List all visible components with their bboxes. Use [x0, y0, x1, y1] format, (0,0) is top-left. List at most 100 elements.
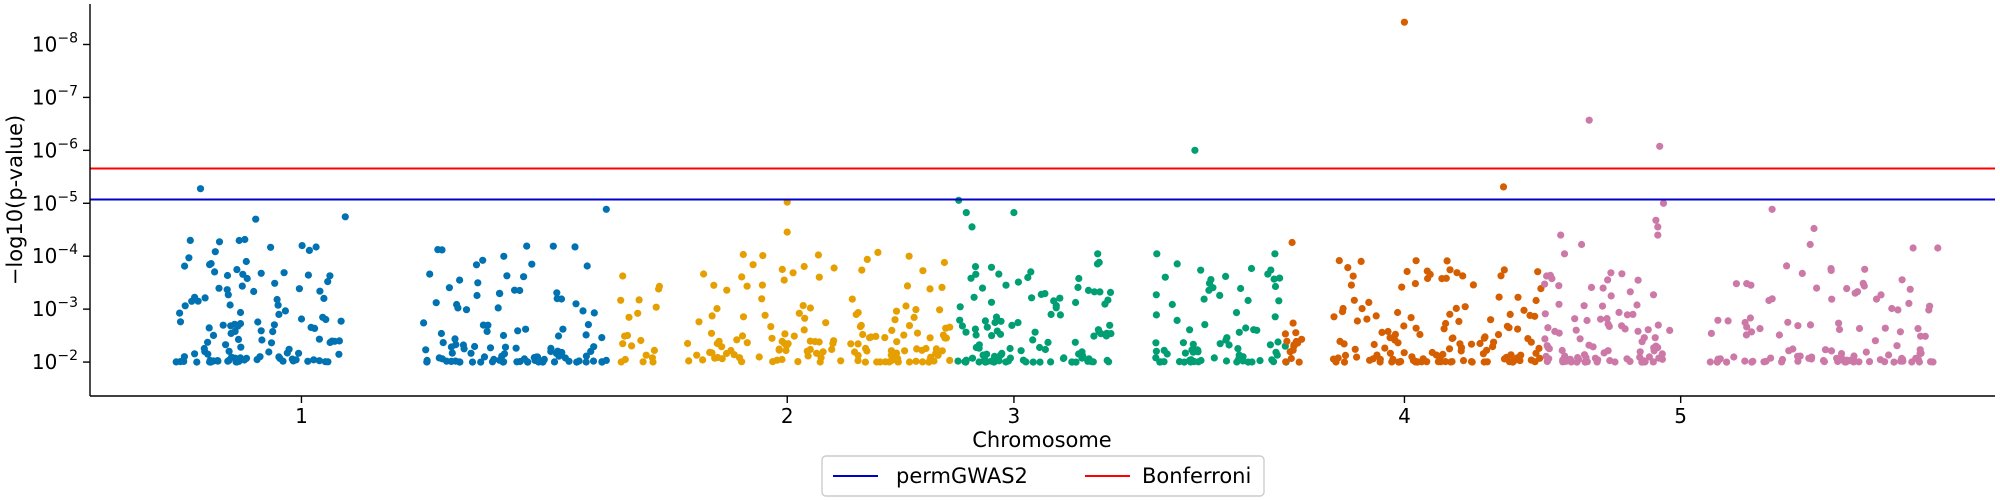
data-point — [1583, 316, 1591, 325]
legend-label-permgwas2: permGWAS2 — [896, 464, 1028, 488]
data-point — [1476, 339, 1484, 348]
data-point — [1266, 341, 1274, 349]
data-point — [1855, 324, 1864, 333]
data-point — [1244, 296, 1252, 305]
x-tick-label: 4 — [1398, 404, 1411, 428]
data-point — [204, 338, 212, 346]
data-point — [305, 246, 313, 254]
data-point — [758, 295, 766, 303]
data-point — [222, 341, 230, 349]
data-point — [237, 343, 245, 351]
data-point — [590, 309, 598, 317]
data-point — [1441, 358, 1449, 366]
data-point — [1706, 358, 1714, 366]
data-point — [1517, 351, 1525, 359]
data-point — [1027, 268, 1035, 276]
data-point — [1557, 231, 1565, 239]
data-point — [1572, 326, 1580, 334]
data-point — [1607, 269, 1615, 277]
data-point — [242, 257, 250, 266]
data-point — [815, 338, 823, 346]
data-point — [295, 349, 303, 357]
data-point — [938, 283, 946, 291]
data-point — [1654, 344, 1662, 352]
data-point — [1386, 349, 1394, 357]
data-point — [887, 357, 896, 365]
data-point — [1714, 316, 1722, 324]
data-point — [193, 358, 201, 366]
data-point — [617, 296, 625, 304]
data-point — [582, 358, 590, 366]
data-point — [1411, 280, 1419, 288]
data-point — [1386, 334, 1394, 342]
data-point — [1152, 347, 1160, 355]
data-point — [1707, 329, 1715, 337]
data-point — [801, 314, 809, 322]
data-point — [1621, 325, 1629, 333]
data-point — [1495, 293, 1503, 301]
data-point — [962, 356, 970, 364]
data-point — [1658, 350, 1666, 358]
data-point — [1029, 336, 1037, 344]
data-point — [967, 274, 975, 282]
data-point — [775, 346, 783, 354]
data-point — [767, 323, 775, 331]
data-point — [789, 269, 797, 277]
data-point — [211, 268, 219, 276]
data-point — [494, 304, 502, 312]
data-point — [236, 308, 245, 317]
data-point — [1006, 344, 1014, 353]
data-point — [1050, 297, 1058, 305]
data-point — [1767, 354, 1775, 362]
data-point — [1785, 347, 1793, 355]
y-tick-label: 10−7 — [32, 83, 78, 109]
data-point — [499, 331, 508, 340]
data-point — [205, 324, 213, 332]
data-point — [905, 252, 913, 260]
data-point — [1394, 308, 1402, 317]
data-point — [987, 263, 996, 271]
data-point — [1611, 358, 1619, 366]
data-point — [892, 307, 901, 315]
data-point — [1516, 357, 1524, 365]
series-chr2 — [617, 198, 954, 366]
data-point — [1209, 284, 1217, 292]
data-point — [1358, 305, 1366, 313]
data-point — [790, 332, 798, 340]
data-point — [201, 348, 209, 356]
data-point — [256, 353, 264, 361]
data-point — [1634, 327, 1642, 335]
data-point — [1432, 351, 1440, 359]
data-point — [514, 327, 522, 335]
data-point — [856, 323, 865, 331]
data-point — [903, 282, 912, 290]
data-point — [1618, 270, 1626, 278]
data-point — [1072, 298, 1080, 307]
data-point — [1242, 324, 1250, 332]
data-point — [1391, 330, 1399, 338]
data-point — [1905, 299, 1913, 307]
data-point — [1197, 266, 1205, 274]
data-point — [219, 321, 227, 329]
data-point — [1917, 332, 1925, 340]
data-point — [1934, 244, 1942, 252]
significant-point — [1656, 142, 1664, 150]
data-point — [1282, 358, 1290, 366]
data-point — [1008, 321, 1016, 329]
data-point — [598, 334, 606, 342]
data-point — [1894, 306, 1902, 314]
data-point — [685, 357, 693, 365]
data-point — [1396, 358, 1404, 366]
data-point — [1598, 302, 1607, 310]
data-point — [1237, 284, 1245, 293]
data-point — [456, 276, 464, 284]
data-point — [738, 332, 747, 340]
data-point — [893, 338, 901, 346]
data-point — [759, 252, 767, 260]
data-point — [1037, 290, 1045, 298]
data-point — [913, 345, 921, 353]
data-point — [1161, 273, 1169, 281]
data-point — [968, 354, 977, 362]
data-point — [981, 355, 989, 364]
data-point — [768, 334, 776, 342]
